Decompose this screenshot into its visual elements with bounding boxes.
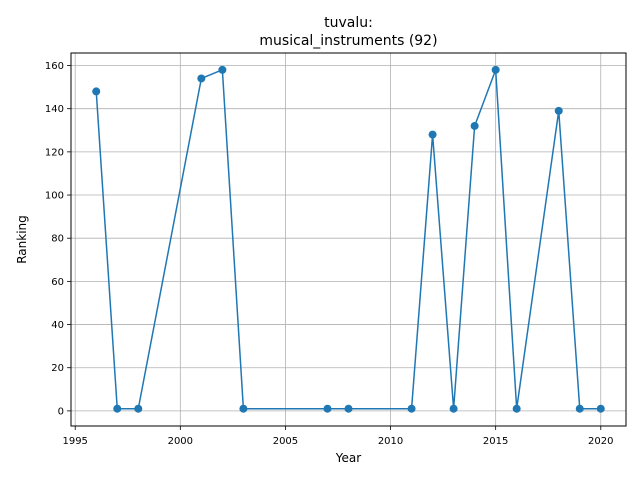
x-tick-label: 2005: [273, 436, 298, 447]
chart-title-line1: tuvalu:: [324, 15, 373, 31]
data-point: [113, 404, 122, 413]
chart-title-line2: musical_instruments (92): [259, 33, 437, 49]
data-point: [218, 65, 227, 74]
data-point: [197, 74, 206, 83]
y-axis-label: Ranking: [15, 215, 29, 264]
data-point: [323, 404, 332, 413]
y-tick-label: 140: [45, 104, 64, 115]
x-axis-label: Year: [335, 451, 361, 465]
y-tick-label: 80: [51, 234, 64, 245]
y-tick-label: 60: [51, 277, 64, 288]
data-point: [239, 404, 248, 413]
x-tick-label: 2000: [168, 436, 193, 447]
y-tick-label: 0: [58, 406, 64, 417]
x-tick-label: 2020: [588, 436, 613, 447]
data-point: [428, 130, 437, 139]
plot-frame: [70, 52, 627, 427]
data-point: [554, 106, 563, 115]
data-point: [491, 65, 500, 74]
grid: [71, 53, 626, 426]
x-tick-label: 1995: [62, 436, 87, 447]
data-point: [134, 404, 143, 413]
y-tick-label: 100: [45, 191, 64, 202]
x-axis: 1995 2000 2005 2010 2015 2020: [62, 426, 613, 447]
data-point: [596, 404, 605, 413]
y-tick-label: 160: [45, 61, 64, 72]
data-point: [449, 404, 458, 413]
y-axis: 0 20 40 60 80 100 120 140 160: [45, 61, 71, 417]
x-tick-label: 2015: [483, 436, 508, 447]
data-point: [344, 404, 353, 413]
y-tick-label: 40: [51, 320, 64, 331]
data-point: [92, 87, 101, 96]
x-tick-label: 2010: [378, 436, 403, 447]
y-tick-label: 20: [51, 363, 64, 374]
y-tick-label: 120: [45, 147, 64, 158]
data-point: [512, 404, 521, 413]
series-line-group: [92, 65, 605, 413]
data-point: [575, 404, 584, 413]
data-point: [470, 121, 479, 130]
data-point: [407, 404, 416, 413]
